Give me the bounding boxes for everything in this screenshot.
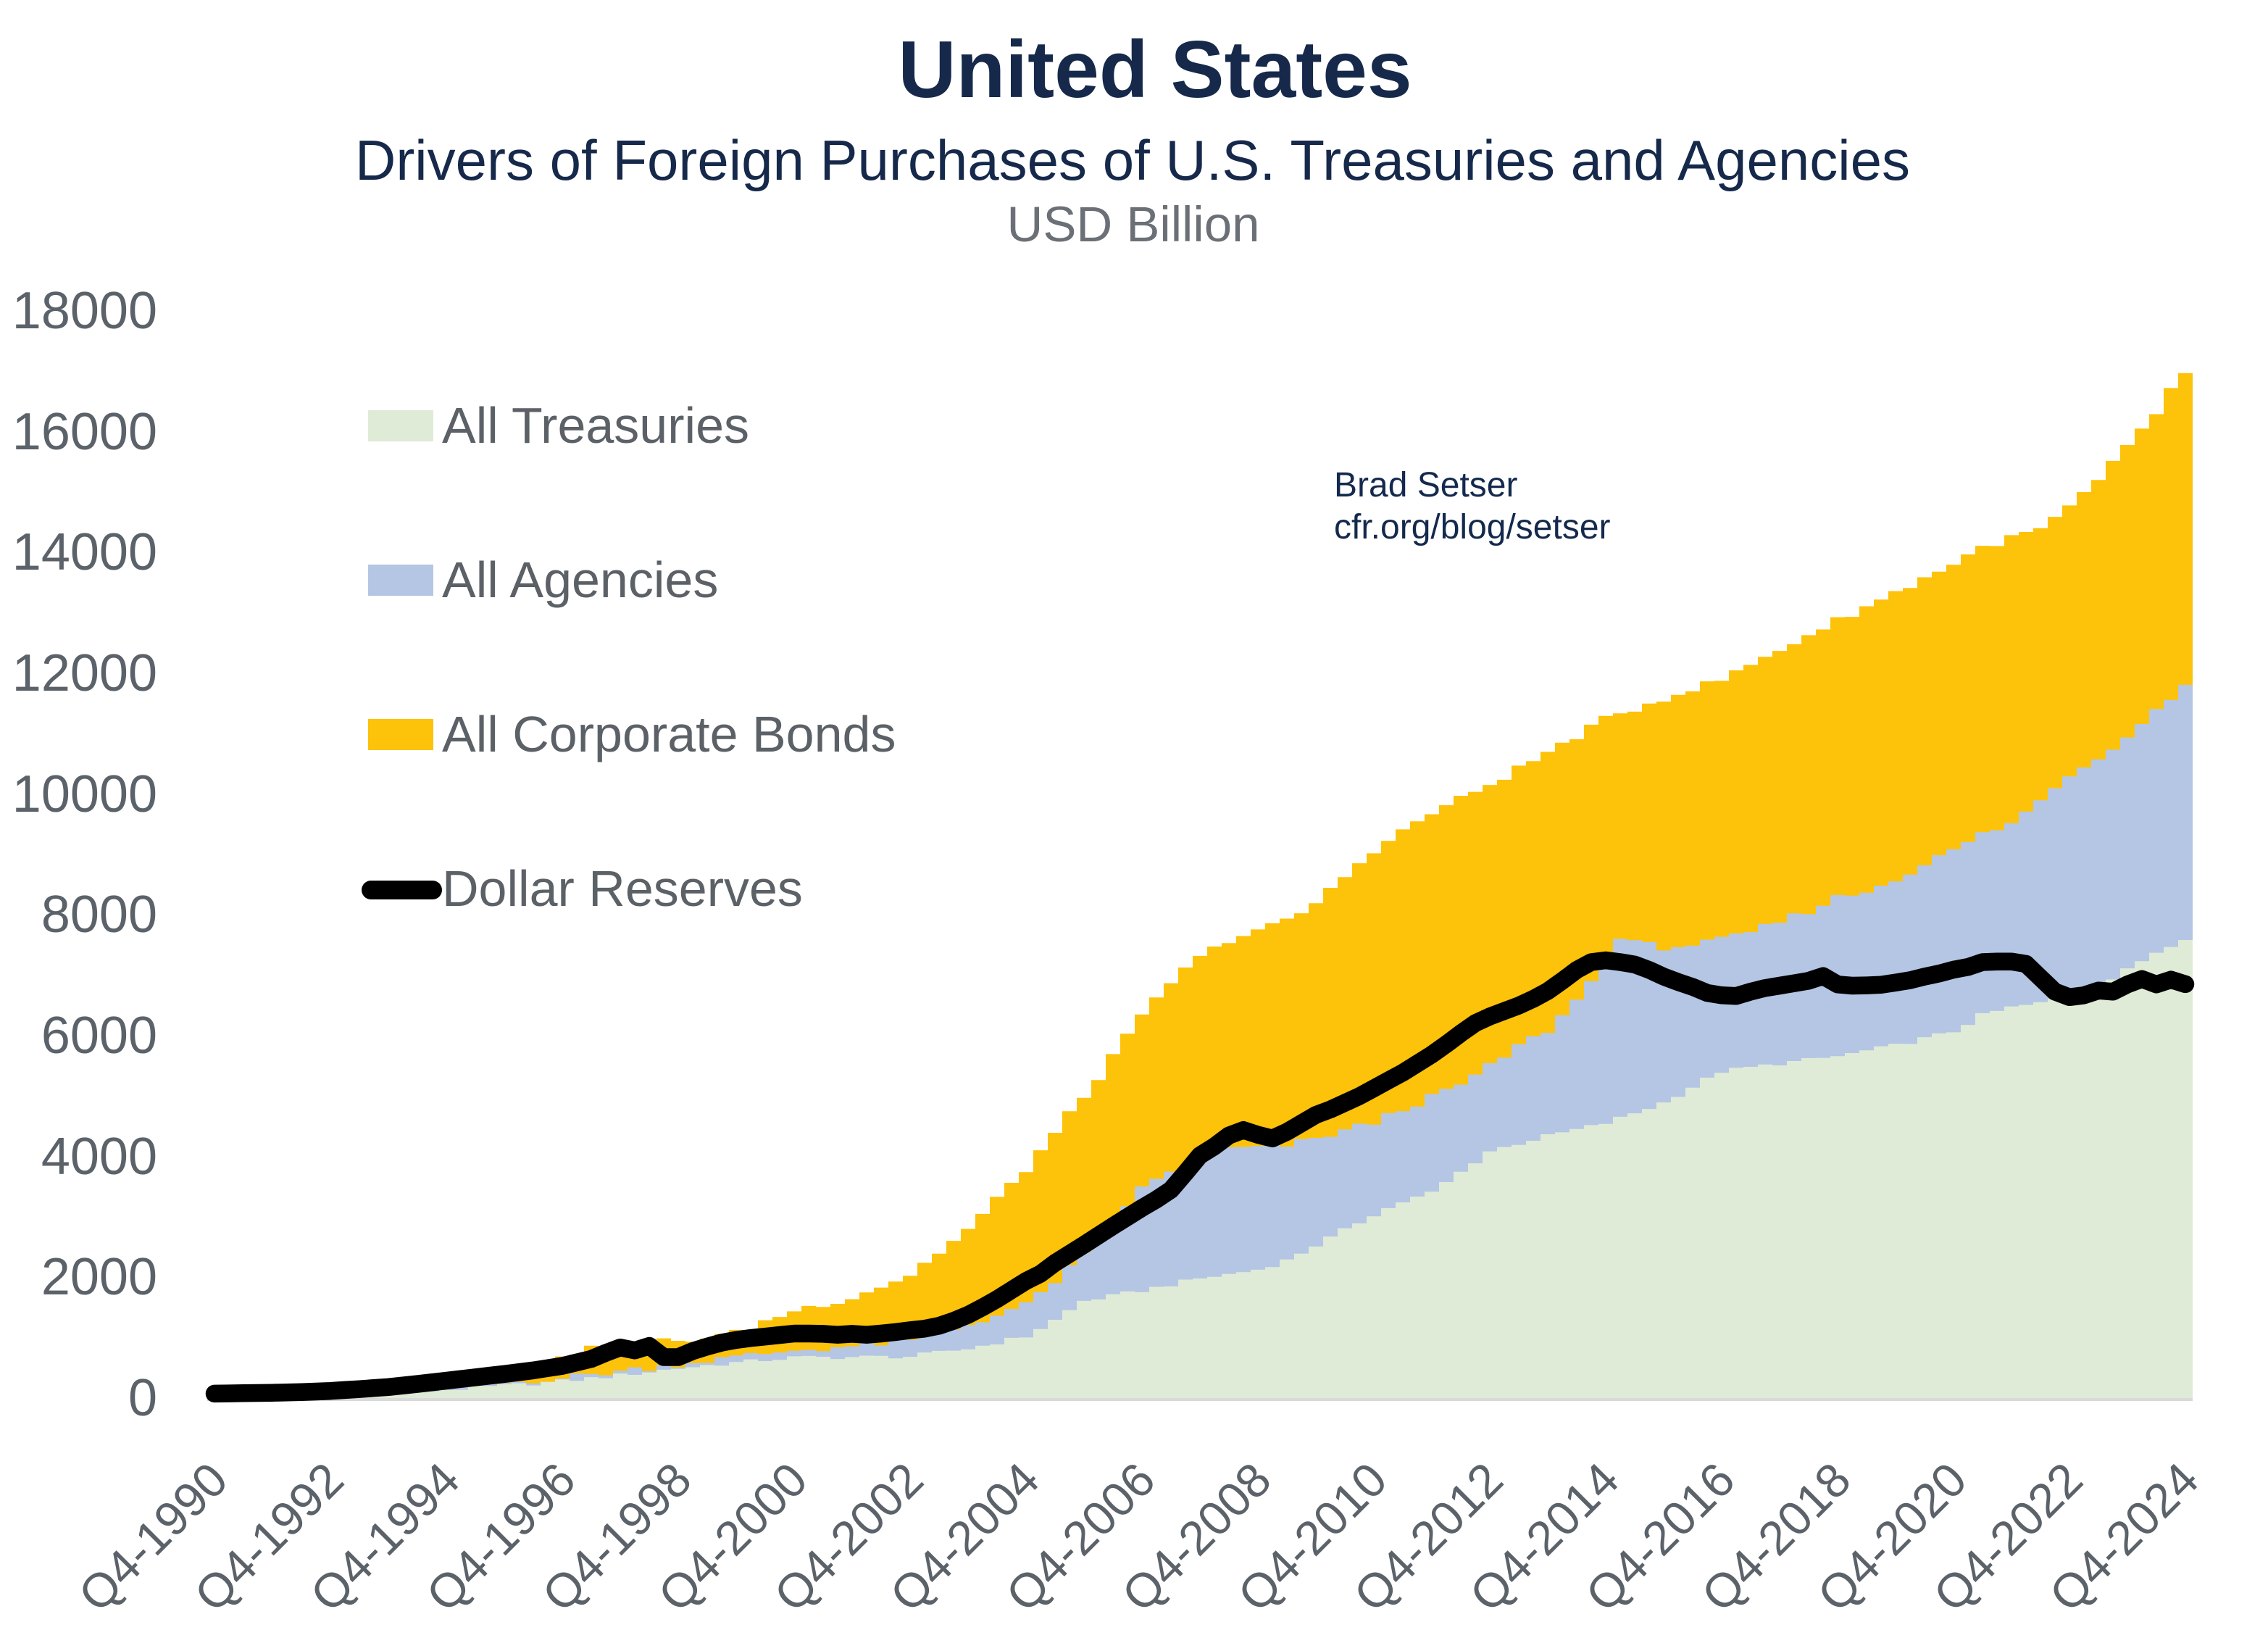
svg-text:Brad Setser: Brad Setser <box>1334 466 1517 504</box>
svg-text:0: 0 <box>128 1369 157 1427</box>
svg-text:18000: 18000 <box>12 282 157 340</box>
svg-text:10000: 10000 <box>12 765 157 823</box>
svg-text:8000: 8000 <box>41 886 157 944</box>
svg-text:USD Billion: USD Billion <box>1007 196 1260 252</box>
svg-text:4000: 4000 <box>41 1128 157 1186</box>
svg-text:16000: 16000 <box>12 403 157 461</box>
svg-text:United States: United States <box>898 25 1412 115</box>
svg-text:All Corporate Bonds: All Corporate Bonds <box>442 706 896 762</box>
svg-text:Drivers of Foreign Purchases o: Drivers of Foreign Purchases of U.S. Tre… <box>355 128 1910 192</box>
svg-text:12000: 12000 <box>12 644 157 702</box>
svg-text:14000: 14000 <box>12 523 157 581</box>
svg-text:cfr.org/blog/setser: cfr.org/blog/setser <box>1334 508 1611 546</box>
svg-text:Dollar Reserves: Dollar Reserves <box>442 860 803 917</box>
svg-text:All Agencies: All Agencies <box>442 552 718 608</box>
svg-text:2000: 2000 <box>41 1248 157 1306</box>
svg-text:All Treasuries: All Treasuries <box>442 397 749 454</box>
svg-text:6000: 6000 <box>41 1007 157 1065</box>
